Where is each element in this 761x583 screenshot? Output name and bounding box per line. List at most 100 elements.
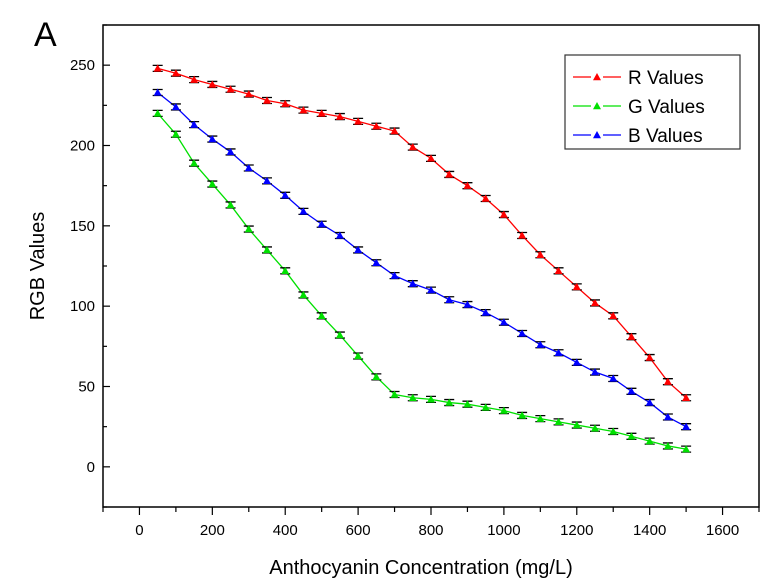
- legend-label: B Values: [628, 126, 703, 147]
- y-axis-label: RGB Values: [27, 212, 49, 321]
- data-point: [281, 99, 290, 107]
- data-point: [153, 64, 162, 72]
- data-point: [263, 96, 271, 104]
- data-point: [645, 353, 654, 361]
- data-point: [372, 372, 381, 381]
- x-tick-label: 400: [273, 522, 298, 539]
- data-point: [481, 308, 490, 316]
- data-point: [518, 231, 527, 239]
- data-point: [554, 348, 563, 356]
- data-point: [390, 127, 399, 135]
- y-tick-label: 0: [87, 459, 95, 476]
- data-point: [244, 225, 253, 233]
- data-point: [536, 414, 545, 422]
- data-point: [627, 432, 636, 440]
- data-point: [463, 300, 472, 308]
- x-tick-label: 1600: [706, 522, 739, 539]
- data-point: [481, 194, 490, 202]
- data-point: [299, 207, 308, 215]
- data-point: [645, 437, 654, 445]
- data-point: [226, 147, 235, 156]
- data-point: [518, 329, 527, 337]
- data-point: [390, 271, 399, 279]
- data-point: [208, 135, 217, 143]
- data-point: [499, 318, 508, 326]
- legend-label: R Values: [628, 68, 704, 89]
- data-point: [499, 406, 508, 414]
- legend-marker: [593, 131, 601, 139]
- data-point: [572, 358, 581, 366]
- y-tick-label: 50: [78, 379, 95, 396]
- data-point: [627, 332, 636, 340]
- data-point: [354, 351, 363, 360]
- data-point: [153, 109, 162, 117]
- data-point: [171, 102, 180, 111]
- data-point: [372, 258, 381, 266]
- data-point: [663, 441, 672, 450]
- data-point: [499, 210, 508, 218]
- data-point: [645, 398, 654, 406]
- data-point: [554, 266, 563, 275]
- data-point: [536, 340, 545, 348]
- data-point: [190, 120, 199, 128]
- legend-marker: [593, 102, 601, 110]
- data-point: [335, 331, 344, 339]
- data-point: [481, 403, 490, 411]
- data-point: [299, 106, 308, 114]
- data-point: [244, 90, 253, 98]
- data-point: [518, 411, 527, 419]
- data-point: [427, 154, 435, 162]
- data-point: [427, 286, 435, 294]
- legend-label: G Values: [628, 97, 705, 118]
- data-point: [627, 387, 636, 395]
- data-point: [171, 69, 180, 77]
- data-point: [153, 88, 162, 96]
- data-point: [208, 180, 217, 188]
- data-point: [317, 311, 326, 320]
- data-point: [554, 417, 563, 426]
- data-point: [226, 200, 235, 209]
- data-point: [663, 413, 672, 421]
- data-point: [463, 181, 472, 189]
- x-tick-label: 1200: [560, 522, 593, 539]
- x-tick-label: 1400: [633, 522, 666, 539]
- data-point: [281, 191, 290, 199]
- x-tick-label: 200: [200, 522, 225, 539]
- data-point: [609, 311, 618, 320]
- x-tick-label: 1000: [487, 522, 520, 539]
- data-point: [226, 85, 235, 93]
- data-point: [263, 176, 271, 185]
- y-tick-label: 150: [70, 218, 95, 235]
- series-line-g-values: [157, 112, 687, 450]
- data-point: [299, 290, 308, 299]
- data-point: [445, 295, 454, 303]
- data-point: [591, 368, 599, 376]
- data-point: [445, 398, 454, 406]
- data-point: [190, 75, 199, 83]
- data-point: [281, 266, 290, 275]
- data-point: [317, 220, 326, 228]
- data-point: [354, 245, 363, 254]
- legend: [564, 54, 741, 150]
- data-point: [372, 122, 381, 130]
- data-point: [427, 395, 435, 403]
- data-point: [208, 80, 217, 88]
- x-tick-label: 600: [346, 522, 371, 539]
- data-point: [317, 109, 326, 117]
- data-point: [663, 377, 672, 385]
- data-point: [408, 143, 417, 151]
- data-point: [572, 282, 581, 291]
- data-point: [190, 159, 199, 167]
- data-point: [682, 393, 691, 401]
- x-axis-label: Anthocyanin Concentration (mg/L): [269, 557, 573, 579]
- x-tick-label: 800: [418, 522, 443, 539]
- y-tick-label: 100: [70, 298, 95, 315]
- data-point: [335, 231, 344, 239]
- data-point: [591, 298, 599, 307]
- data-point: [408, 393, 417, 401]
- data-point: [263, 245, 271, 254]
- data-point: [682, 445, 691, 453]
- data-point: [445, 170, 454, 178]
- data-point: [390, 390, 399, 398]
